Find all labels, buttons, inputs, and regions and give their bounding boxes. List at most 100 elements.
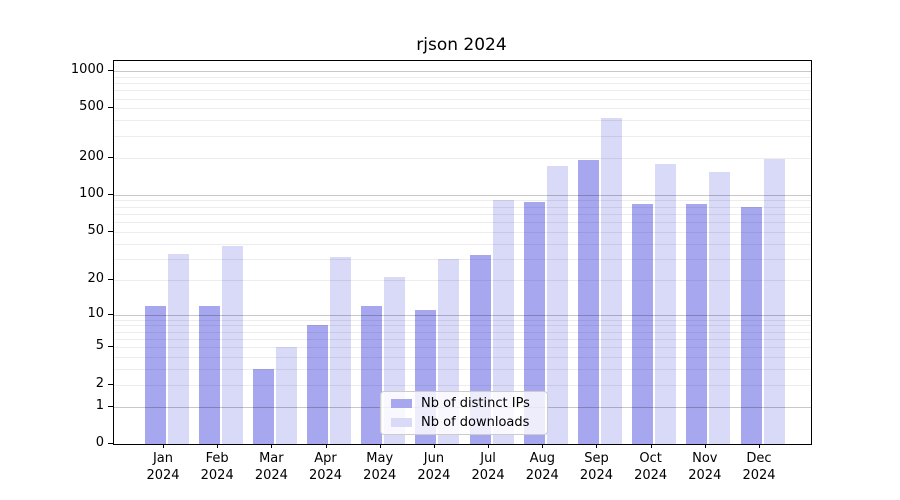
y-tick-label: 200 xyxy=(79,148,104,164)
y-tick-label: 100 xyxy=(79,185,104,201)
bar-downloads xyxy=(167,253,189,444)
legend-label-distinct-ips: Nb of distinct IPs xyxy=(421,396,530,411)
y-tick-mark xyxy=(108,405,113,407)
minor-gridline xyxy=(114,76,811,78)
legend-swatch-downloads xyxy=(391,418,412,427)
minor-gridline xyxy=(114,108,811,110)
bar-downloads xyxy=(492,200,514,444)
bar-distinct-ips xyxy=(198,305,220,444)
bar-distinct-ips xyxy=(144,305,166,444)
y-tick-mark xyxy=(108,193,113,195)
chart-title: rjson 2024 xyxy=(416,35,507,55)
minor-gridline xyxy=(114,83,811,85)
x-tick-mark xyxy=(163,444,164,448)
y-tick-label: 2 xyxy=(95,375,104,391)
x-tick-label: Mar 2024 xyxy=(254,451,288,483)
y-tick-label: 50 xyxy=(87,222,104,238)
minor-gridline xyxy=(114,120,811,122)
bar-downloads xyxy=(221,246,243,444)
minor-gridline xyxy=(114,231,811,233)
bar-downloads xyxy=(330,256,352,444)
minor-gridline xyxy=(114,338,811,340)
bar-downloads xyxy=(546,165,568,444)
bar-distinct-ips xyxy=(361,305,383,444)
minor-gridline xyxy=(114,206,811,208)
bar-downloads xyxy=(655,163,677,444)
x-tick-mark xyxy=(759,444,760,448)
legend-label-downloads: Nb of downloads xyxy=(421,415,530,430)
minor-gridline xyxy=(114,222,811,224)
x-tick-label: Nov 2024 xyxy=(688,451,722,483)
bar-downloads xyxy=(600,118,622,444)
x-tick-label: Jun 2024 xyxy=(417,451,451,483)
x-tick-mark xyxy=(433,444,435,448)
bar-downloads xyxy=(275,347,297,444)
y-tick-mark xyxy=(108,313,113,315)
minor-gridline xyxy=(114,98,811,100)
minor-gridline xyxy=(114,347,811,349)
x-tick-label: Aug 2024 xyxy=(525,451,559,483)
x-tick-label: Jan 2024 xyxy=(146,451,180,483)
y-tick-mark xyxy=(108,278,113,280)
x-tick-mark xyxy=(488,444,490,448)
y-tick-mark xyxy=(108,443,113,444)
plot-area: Nb of distinct IPs Nb of downloads xyxy=(113,60,812,445)
minor-gridline xyxy=(114,243,811,245)
y-tick-mark xyxy=(108,70,113,71)
legend-row-downloads: Nb of downloads xyxy=(381,415,547,430)
x-tick-label: Dec 2024 xyxy=(742,451,776,483)
x-tick-label: Apr 2024 xyxy=(308,451,343,483)
y-tick-label: 1000 xyxy=(70,62,104,77)
minor-gridline xyxy=(114,331,811,333)
x-tick-mark xyxy=(379,444,381,448)
x-tick-label: Jul 2024 xyxy=(471,451,505,483)
minor-gridline xyxy=(114,279,811,281)
x-tick-mark xyxy=(596,444,598,448)
x-tick-label: Oct 2024 xyxy=(634,451,668,483)
y-tick-mark xyxy=(108,156,113,158)
major-gridline xyxy=(114,194,811,196)
x-tick-label: May 2024 xyxy=(363,451,397,483)
bar-distinct-ips xyxy=(307,325,329,444)
bar-downloads xyxy=(709,172,731,444)
x-tick-mark xyxy=(650,444,652,448)
x-tick-mark xyxy=(217,444,219,448)
x-tick-mark xyxy=(542,444,544,448)
bar-distinct-ips xyxy=(686,204,708,444)
bar-distinct-ips xyxy=(632,204,654,444)
x-tick-label: Feb 2024 xyxy=(200,451,234,483)
minor-gridline xyxy=(114,319,811,321)
legend-row-distinct-ips: Nb of distinct IPs xyxy=(381,396,547,411)
x-tick-mark xyxy=(325,444,327,448)
y-tick-label: 5 xyxy=(95,338,104,354)
y-tick-mark xyxy=(108,383,113,385)
y-tick-mark xyxy=(108,346,113,348)
minor-gridline xyxy=(114,213,811,215)
x-tick-mark xyxy=(271,444,273,448)
y-tick-mark xyxy=(108,230,113,232)
bar-distinct-ips xyxy=(577,159,599,444)
minor-gridline xyxy=(114,357,811,359)
y-tick-label: 10 xyxy=(87,305,104,321)
bar-distinct-ips xyxy=(523,201,545,444)
legend-swatch-distinct-ips xyxy=(391,399,412,408)
bar-downloads xyxy=(763,159,785,444)
y-tick-label: 0 xyxy=(95,435,104,450)
minor-gridline xyxy=(114,369,811,371)
minor-gridline xyxy=(114,90,811,92)
y-tick-label: 20 xyxy=(87,270,104,286)
y-tick-mark xyxy=(108,107,113,109)
minor-gridline xyxy=(114,157,811,159)
bar-distinct-ips xyxy=(252,369,274,444)
legend: Nb of distinct IPs Nb of downloads xyxy=(380,391,548,435)
minor-gridline xyxy=(114,135,811,137)
minor-gridline xyxy=(114,384,811,386)
x-tick-mark xyxy=(704,444,706,448)
major-gridline xyxy=(114,314,811,316)
minor-gridline xyxy=(114,258,811,260)
x-tick-label: Sep 2024 xyxy=(579,451,613,483)
y-tick-label: 500 xyxy=(79,99,104,115)
minor-gridline xyxy=(114,200,811,202)
y-tick-label: 1 xyxy=(95,397,104,413)
